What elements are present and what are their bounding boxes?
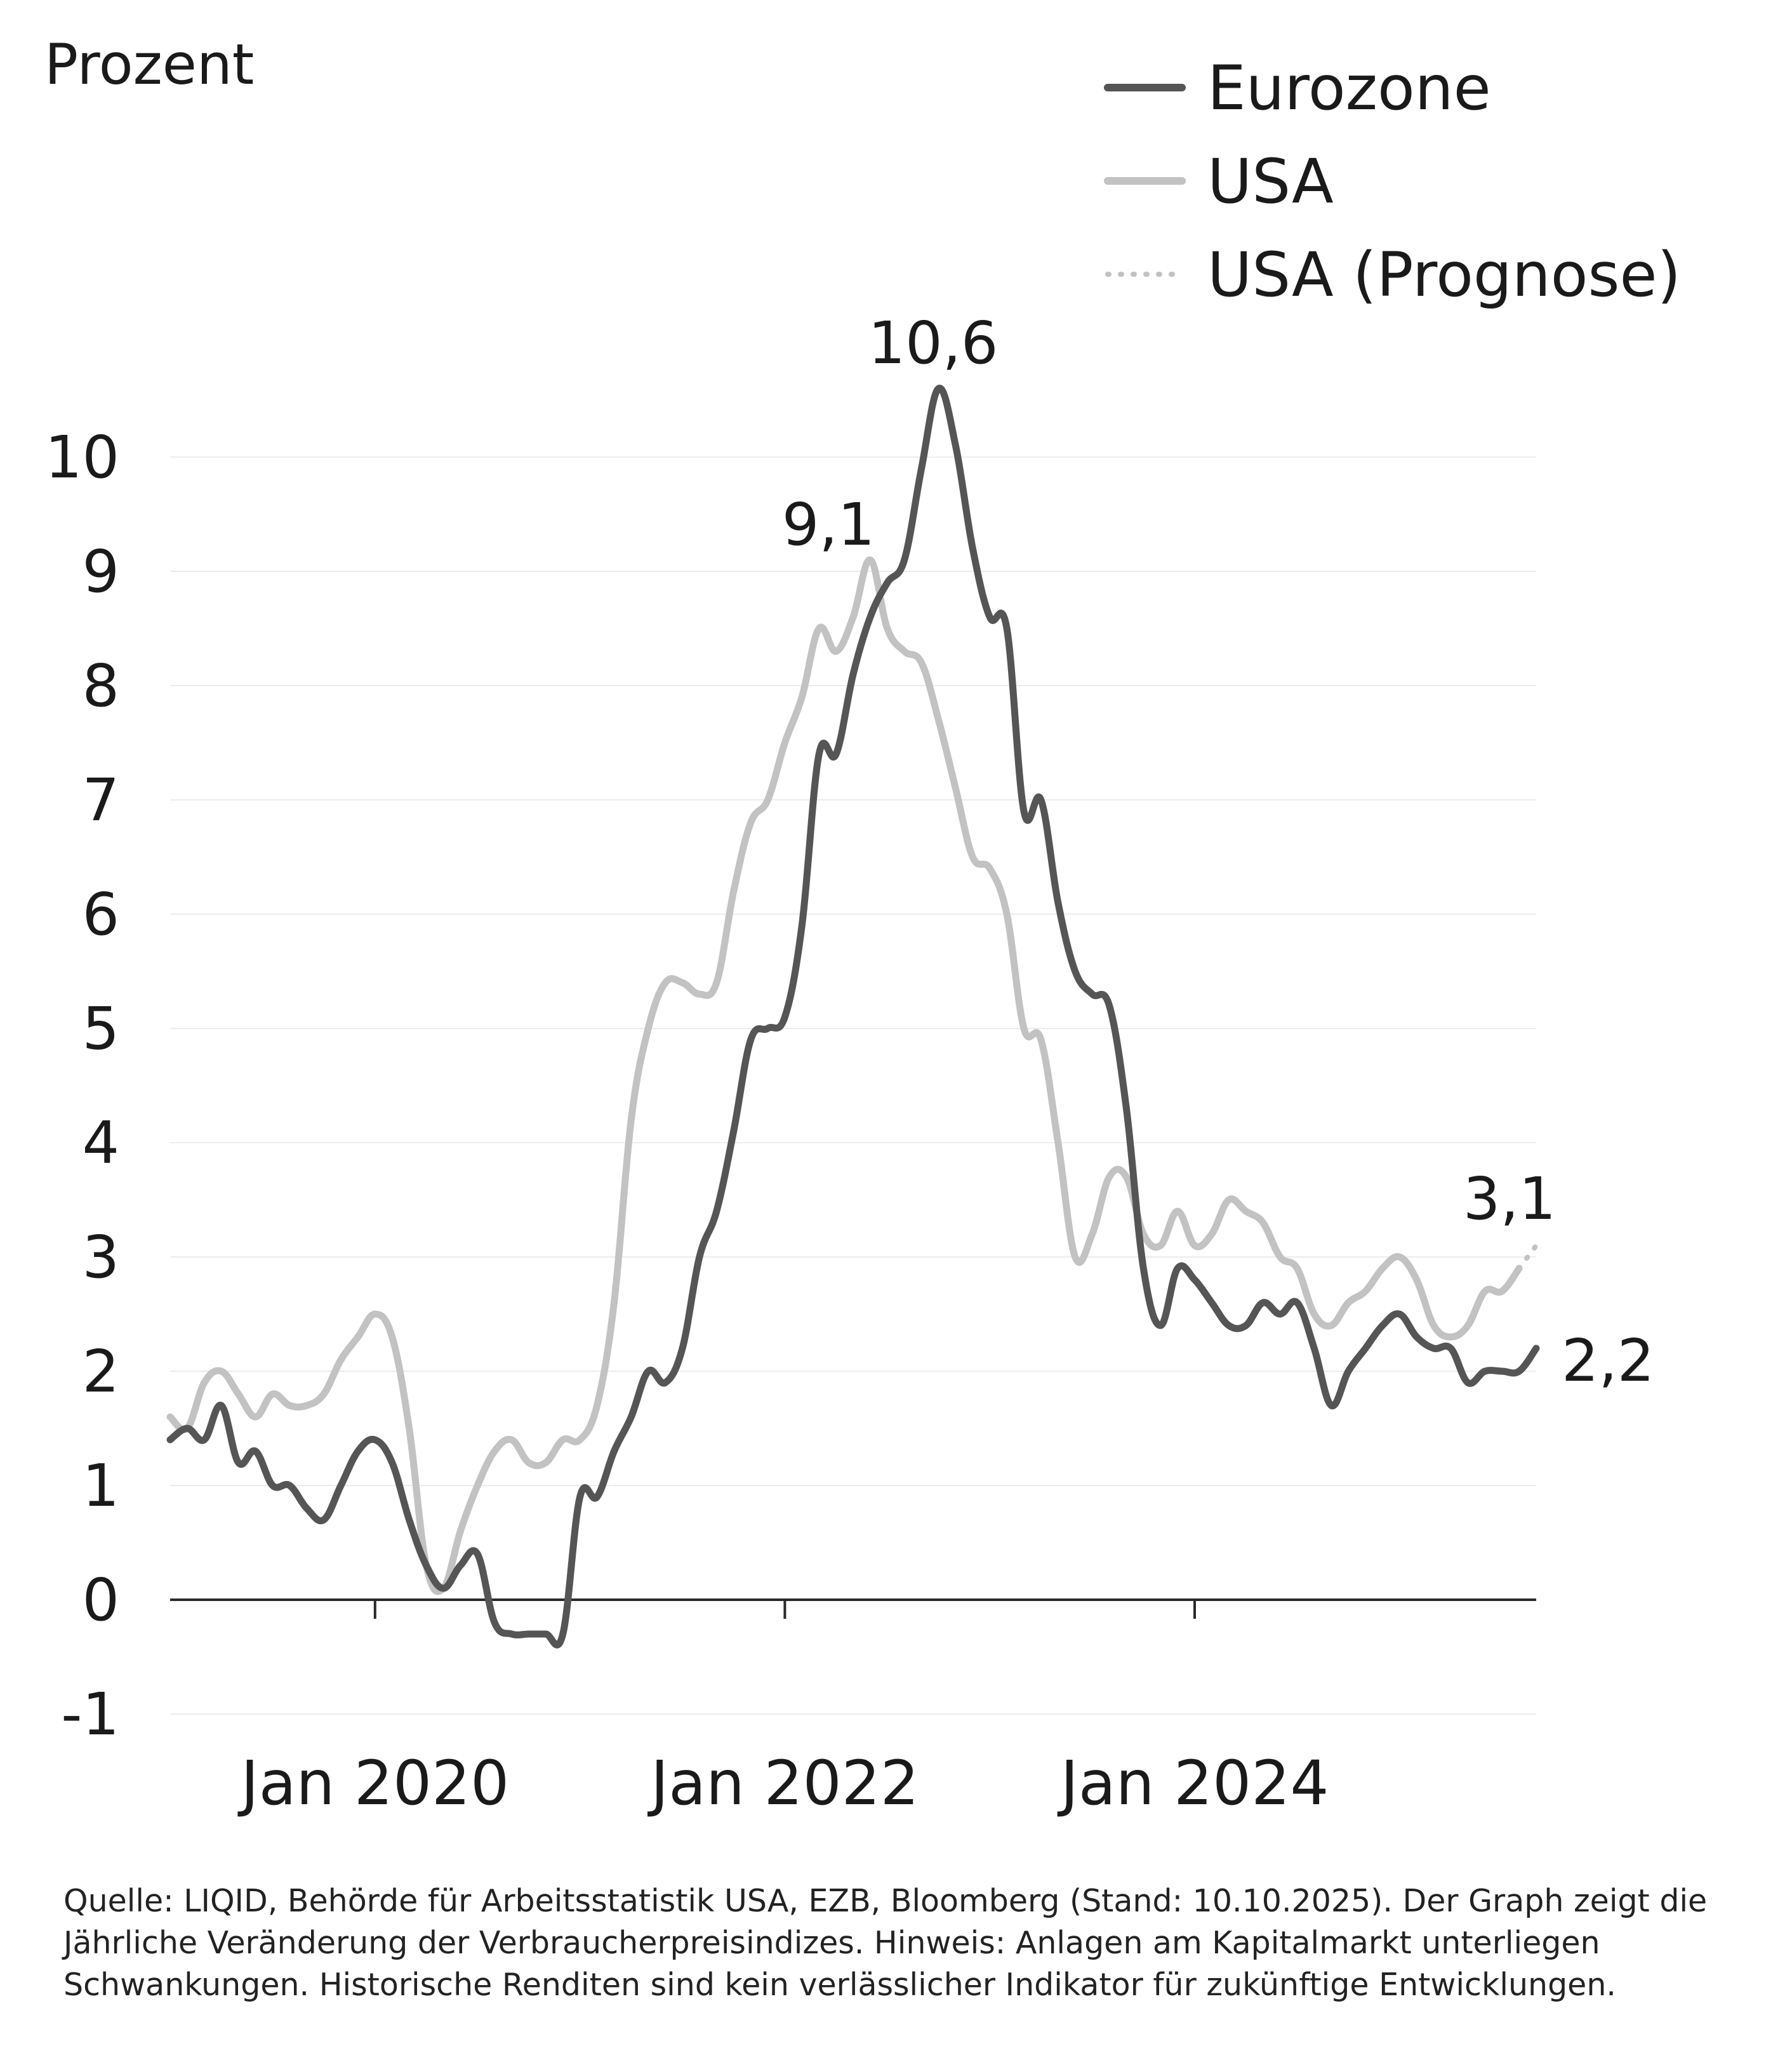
y-tick-label: 2 <box>82 1338 119 1405</box>
x-tick-label: Jan 2022 <box>647 1748 919 1819</box>
source-note: Quelle: LIQID, Behörde für Arbeitsstatis… <box>63 1883 1708 2003</box>
y-tick-label: 0 <box>82 1566 119 1634</box>
axes <box>170 1598 1536 1619</box>
peak-label-eurozone: 10,6 <box>868 309 999 377</box>
grid-lines <box>170 456 1536 1715</box>
y-tick-label: -1 <box>61 1680 119 1748</box>
y-tick-label: 6 <box>82 880 119 948</box>
y-tick-label: 8 <box>82 652 119 720</box>
legend-label: USA (Prognose) <box>1207 239 1681 310</box>
series-line-usa <box>166 556 1523 1595</box>
y-tick-label: 7 <box>82 766 119 834</box>
x-tick-label: Jan 2024 <box>1058 1748 1329 1819</box>
labels: Prozent -1 0 1 2 3 4 5 6 7 8 9 10 Jan 2020 Jan 2022 Ja… <box>44 32 1654 1819</box>
legend-item-usa: USA <box>1104 146 1334 217</box>
x-tick-label: Jan 2020 <box>237 1748 509 1819</box>
y-tick-label: 5 <box>82 995 119 1063</box>
y-tick-label: 10 <box>45 423 119 491</box>
series-line-eurozone <box>166 385 1540 1649</box>
y-axis-label: Prozent <box>44 32 254 97</box>
legend: Eurozone USA USA (Prognose) <box>1104 53 1681 310</box>
y-tick-label: 9 <box>82 538 119 606</box>
y-tick-label: 1 <box>82 1452 119 1520</box>
end-label-usa: 3,1 <box>1463 1165 1556 1233</box>
series-lines <box>166 385 1540 1649</box>
y-tick-label: 3 <box>82 1223 119 1291</box>
legend-item-eurozone: Eurozone <box>1104 53 1491 124</box>
series-line-usa-forecast <box>1517 1243 1539 1271</box>
peak-label-usa: 9,1 <box>782 491 875 559</box>
end-label-eurozone: 2,2 <box>1562 1327 1654 1395</box>
y-tick-label: 4 <box>82 1109 119 1177</box>
legend-label: USA <box>1207 146 1334 217</box>
legend-label: Eurozone <box>1207 53 1491 124</box>
legend-item-usa-prognose: USA (Prognose) <box>1105 239 1681 310</box>
